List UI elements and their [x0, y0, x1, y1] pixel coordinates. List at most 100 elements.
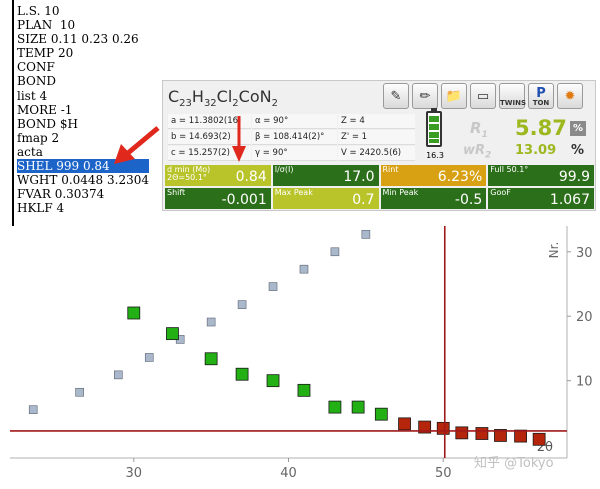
- stat-max-peak-value: 0.7: [352, 192, 375, 208]
- stat-full-value: 99.9: [558, 169, 590, 185]
- battery-icon: [426, 108, 442, 147]
- folder-icon: 📁: [445, 88, 463, 104]
- tool-twins-label: TWINS: [500, 99, 527, 107]
- data-point-large: [455, 426, 469, 440]
- tool-edit-button[interactable]: ✏: [412, 83, 438, 109]
- stat-rint[interactable]: Rint 6.23%: [380, 165, 487, 186]
- ins-line[interactable]: HKLF 4: [17, 201, 65, 216]
- data-point-small: [114, 370, 123, 380]
- tool-draw-button[interactable]: ✎: [383, 83, 409, 109]
- tool-notes-button[interactable]: ▭: [470, 83, 496, 109]
- refinement-info-panel: C23H32Cl2CoN2 ✎ ✏ 📁 ▭ TWINS P TON ✹ a = 11.3802…: [162, 80, 596, 211]
- stat-dmin-label: d min (Mo) 2Θ=50.1°: [167, 165, 211, 182]
- stat-full[interactable]: Full 50.1° 99.9: [488, 165, 594, 186]
- x-tick-label: 50: [435, 466, 452, 481]
- stat-i-sigma-label: I/σ(I): [274, 165, 294, 174]
- ins-line[interactable]: TEMP 20: [17, 46, 74, 61]
- ins-line[interactable]: SIZE 0.11 0.23 0.26: [17, 32, 139, 47]
- stat-min-peak[interactable]: Min Peak -0.5: [380, 188, 487, 209]
- data-point-large: [374, 407, 388, 421]
- data-point-large: [266, 374, 280, 388]
- tool-pton-button[interactable]: P TON: [528, 83, 554, 109]
- wr2-value: 13.09: [515, 143, 557, 158]
- pton-icon: P: [536, 85, 546, 101]
- data-point-small: [28, 405, 38, 414]
- stat-shift-value: -0.001: [221, 192, 267, 208]
- cell-c: c = 15.257(2): [168, 146, 251, 161]
- watermark-text: 知乎 @Tokyo: [474, 456, 554, 471]
- ins-line[interactable]: list 4: [17, 88, 48, 103]
- data-point-large: [532, 432, 546, 446]
- ins-line[interactable]: FVAR 0.30374: [17, 187, 105, 202]
- ins-line[interactable]: PLAN 10: [17, 18, 76, 33]
- ins-line-selected[interactable]: SHEL 999 0.84: [17, 159, 149, 174]
- stat-goof-value: 1.067: [549, 192, 590, 208]
- stat-min-peak-label: Min Peak: [382, 188, 419, 197]
- stat-dmin-value: 0.84: [235, 169, 267, 185]
- data-point-large: [328, 400, 342, 414]
- y-tick-label: 10: [576, 375, 593, 390]
- stat-goof[interactable]: GooF 1.067: [488, 188, 594, 209]
- data-point-small: [330, 247, 340, 257]
- data-point-large: [166, 327, 179, 341]
- wr2-label: wR2: [463, 143, 492, 161]
- cell-gamma: γ = 90°: [252, 146, 337, 161]
- stat-dmin[interactable]: d min (Mo) 2Θ=50.1° 0.84: [165, 165, 271, 186]
- tool-twins-button[interactable]: TWINS: [499, 83, 527, 109]
- stat-min-peak-value: -0.5: [454, 192, 483, 208]
- stat-full-label: Full 50.1°: [490, 165, 529, 174]
- data-point-small: [144, 353, 154, 362]
- ins-line[interactable]: acta: [17, 144, 43, 159]
- stat-i-sigma-value: 17.0: [343, 169, 375, 185]
- data-point-large: [475, 427, 489, 440]
- stat-rint-value: 6.23%: [437, 169, 483, 185]
- stat-shift-label: Shift: [167, 188, 186, 197]
- data-point-large: [297, 383, 311, 397]
- cell-volume: V = 2420.5(6): [338, 146, 415, 161]
- statistics-grid: d min (Mo) 2Θ=50.1° 0.84 I/σ(I) 17.0 Rint 6.2…: [165, 165, 594, 209]
- tool-pton-label: TON: [532, 99, 550, 107]
- y-tick-label: 30: [576, 246, 593, 261]
- ins-line[interactable]: BOND $H: [17, 116, 78, 131]
- cell-alpha: α = 90°: [252, 114, 337, 129]
- y-axis-label: Nr.: [547, 242, 561, 259]
- ins-editor[interactable]: L.S. 10 PLAN 10 SIZE 0.11 0.23 0.26 TEMP 20…: [0, 0, 165, 226]
- stat-max-peak[interactable]: Max Peak 0.7: [272, 188, 379, 209]
- data-point-small: [75, 387, 84, 397]
- cell-a: a = 11.3802(16): [168, 114, 251, 129]
- x-tick-label: 30: [126, 466, 143, 481]
- ins-line[interactable]: fmap 2: [17, 130, 60, 145]
- stat-i-sigma[interactable]: I/σ(I) 17.0: [272, 165, 379, 186]
- cell-z: Z = 4: [338, 114, 415, 129]
- gear-icon: ✹: [564, 88, 576, 104]
- pencil-icon: ✏: [419, 88, 431, 104]
- tool-settings-button[interactable]: ✹: [557, 83, 583, 109]
- notepad-icon: ▭: [476, 88, 490, 104]
- data-point-large: [351, 400, 365, 414]
- data-point-large: [436, 421, 450, 435]
- pencil-ball-icon: ✎: [390, 88, 402, 104]
- x-tick-label: 40: [280, 466, 297, 481]
- data-point-large: [494, 429, 507, 442]
- tool-folder-button[interactable]: 📁: [441, 83, 467, 109]
- ins-line[interactable]: CONF: [17, 60, 55, 75]
- data-point-small: [299, 264, 309, 274]
- ins-line[interactable]: WGHT 0.0448 3.2304: [17, 173, 149, 188]
- battery-label: 16.3: [426, 151, 444, 160]
- data-point-large: [398, 417, 411, 431]
- data-point-small: [206, 317, 216, 327]
- ins-line[interactable]: MORE -1: [17, 102, 73, 117]
- y-tick-label: 20: [576, 310, 593, 325]
- ins-line[interactable]: BOND: [17, 74, 56, 89]
- unit-cell-table: a = 11.3802(16) α = 90° Z = 4 b = 14.693…: [168, 114, 415, 161]
- data-point-large: [514, 429, 527, 443]
- stat-shift[interactable]: Shift -0.001: [165, 188, 271, 209]
- data-point-large: [235, 367, 249, 381]
- data-point-small: [361, 230, 371, 239]
- wr2-percent: %: [571, 143, 585, 158]
- stat-goof-label: GooF: [490, 188, 511, 197]
- ins-line[interactable]: L.S. 10: [17, 4, 60, 18]
- data-point-large: [204, 352, 218, 366]
- ins-line-list[interactable]: L.S. 10 PLAN 10 SIZE 0.11 0.23 0.26 TEMP 20…: [17, 4, 149, 215]
